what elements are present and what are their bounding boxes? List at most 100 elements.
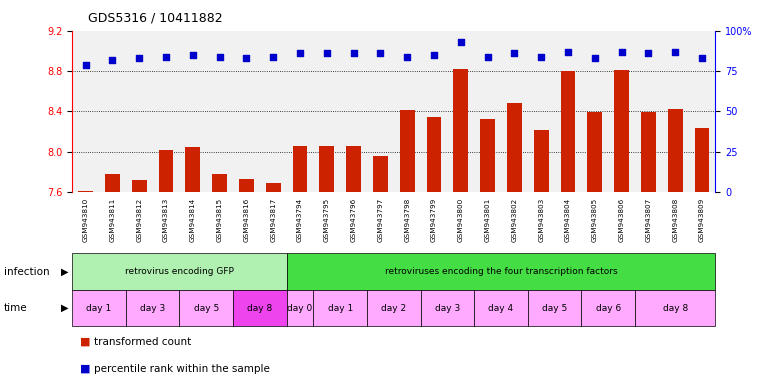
Bar xyxy=(367,31,394,192)
Point xyxy=(267,53,279,60)
Bar xyxy=(159,150,174,192)
Bar xyxy=(180,31,206,192)
Bar xyxy=(533,129,549,192)
Point xyxy=(508,50,521,56)
Bar xyxy=(474,31,501,192)
Bar xyxy=(668,109,683,192)
Bar xyxy=(287,253,715,290)
Bar xyxy=(608,31,635,192)
Bar xyxy=(266,183,281,192)
Text: day 5: day 5 xyxy=(193,304,219,313)
Text: ■: ■ xyxy=(80,364,91,374)
Bar xyxy=(635,290,715,326)
Bar xyxy=(287,31,314,192)
Text: time: time xyxy=(4,303,27,313)
Point xyxy=(696,55,708,61)
Bar xyxy=(260,31,287,192)
Bar xyxy=(480,119,495,192)
Bar xyxy=(427,118,441,192)
Point xyxy=(535,53,547,60)
Point xyxy=(80,61,92,68)
Text: day 4: day 4 xyxy=(489,304,514,313)
Point xyxy=(320,50,333,56)
Bar xyxy=(105,174,119,192)
Bar xyxy=(581,31,608,192)
Bar xyxy=(320,146,334,192)
Bar xyxy=(528,31,555,192)
Bar xyxy=(78,191,93,192)
Text: day 1: day 1 xyxy=(87,304,112,313)
Bar xyxy=(581,290,635,326)
Text: ■: ■ xyxy=(80,337,91,347)
Text: transformed count: transformed count xyxy=(94,337,191,347)
Bar xyxy=(132,180,147,192)
Bar xyxy=(695,129,709,192)
Point xyxy=(669,49,681,55)
Text: day 0: day 0 xyxy=(288,304,313,313)
Bar xyxy=(641,113,656,192)
Point xyxy=(107,57,119,63)
Text: day 6: day 6 xyxy=(596,304,621,313)
Text: day 8: day 8 xyxy=(663,304,688,313)
Bar xyxy=(394,31,421,192)
Text: GDS5316 / 10411882: GDS5316 / 10411882 xyxy=(88,12,222,25)
Bar xyxy=(689,31,715,192)
Bar xyxy=(454,69,468,192)
Bar xyxy=(561,71,575,192)
Bar xyxy=(233,31,260,192)
Text: day 3: day 3 xyxy=(140,304,165,313)
Text: day 2: day 2 xyxy=(381,304,406,313)
Text: infection: infection xyxy=(4,266,49,277)
Bar xyxy=(314,290,367,326)
Point xyxy=(642,50,654,56)
Point xyxy=(186,52,199,58)
Bar xyxy=(373,156,388,192)
Bar xyxy=(421,31,447,192)
Text: retrovirus encoding GFP: retrovirus encoding GFP xyxy=(125,267,234,276)
Bar xyxy=(367,290,421,326)
Text: percentile rank within the sample: percentile rank within the sample xyxy=(94,364,269,374)
Bar xyxy=(614,70,629,192)
Bar xyxy=(587,113,602,192)
Point xyxy=(160,53,172,60)
Point xyxy=(562,49,574,55)
Bar xyxy=(287,290,314,326)
Bar xyxy=(72,290,126,326)
Bar xyxy=(126,290,180,326)
Bar xyxy=(72,253,287,290)
Text: day 5: day 5 xyxy=(542,304,567,313)
Point xyxy=(401,53,413,60)
Bar xyxy=(400,110,415,192)
Bar xyxy=(421,290,474,326)
Text: day 1: day 1 xyxy=(327,304,353,313)
Point xyxy=(455,39,467,45)
Point xyxy=(374,50,387,56)
Bar xyxy=(186,147,200,192)
Text: day 8: day 8 xyxy=(247,304,272,313)
Point xyxy=(214,53,226,60)
Bar xyxy=(99,31,126,192)
Text: ▶: ▶ xyxy=(61,303,68,313)
Point xyxy=(240,55,253,61)
Bar xyxy=(293,146,307,192)
Bar xyxy=(239,179,254,192)
Bar xyxy=(501,31,528,192)
Bar xyxy=(206,31,233,192)
Text: retroviruses encoding the four transcription factors: retroviruses encoding the four transcrip… xyxy=(384,267,617,276)
Bar xyxy=(212,174,227,192)
Point xyxy=(616,49,628,55)
Text: day 3: day 3 xyxy=(435,304,460,313)
Point xyxy=(133,55,145,61)
Bar xyxy=(507,103,522,192)
Bar xyxy=(180,290,233,326)
Bar xyxy=(474,290,528,326)
Bar xyxy=(662,31,689,192)
Point xyxy=(482,53,494,60)
Point xyxy=(294,50,306,56)
Bar xyxy=(528,290,581,326)
Bar xyxy=(635,31,662,192)
Bar xyxy=(314,31,340,192)
Text: ▶: ▶ xyxy=(61,266,68,277)
Bar xyxy=(346,146,361,192)
Bar xyxy=(233,290,287,326)
